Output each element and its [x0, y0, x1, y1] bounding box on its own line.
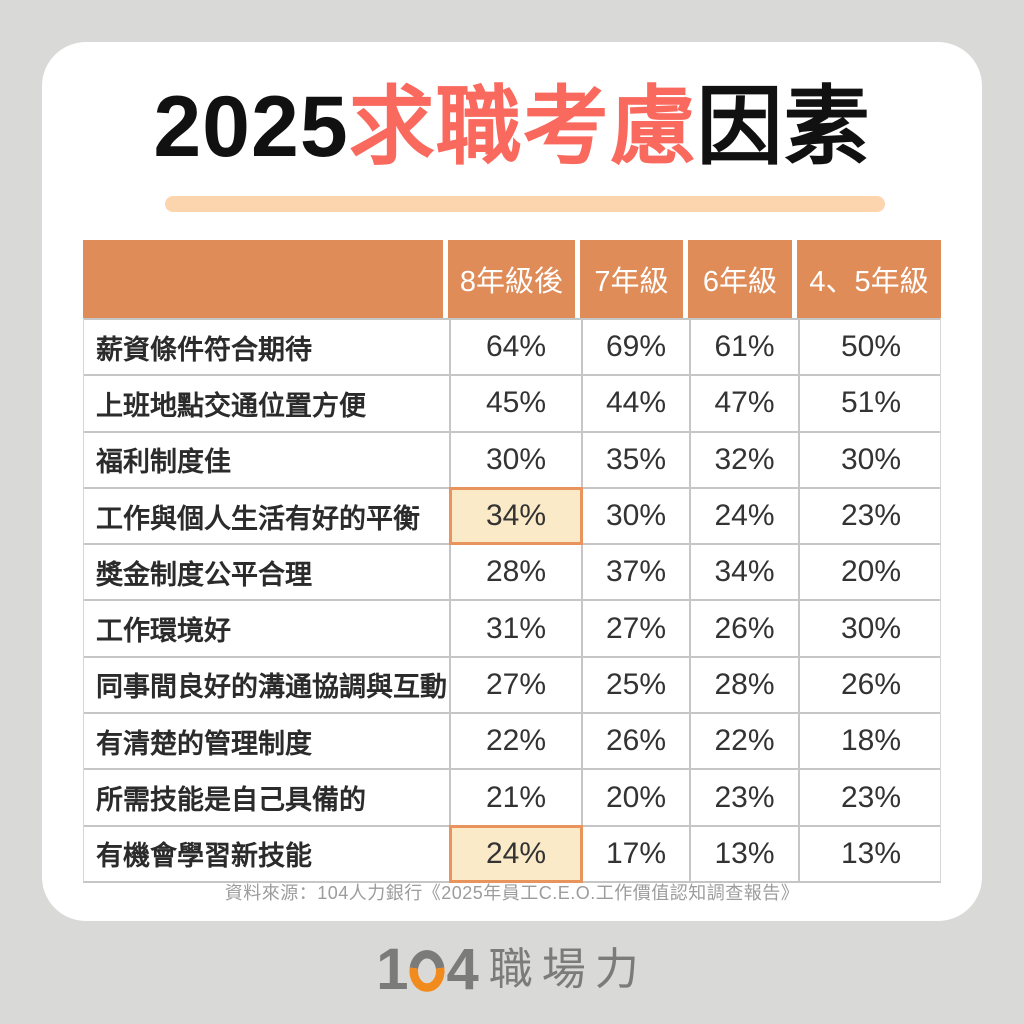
logo-digit-4: 4: [446, 937, 479, 1002]
value-cell-highlighted: 34%: [449, 486, 583, 546]
logo-wordmark: 職場力: [488, 945, 648, 994]
column-header: 7年級: [580, 240, 688, 318]
value-cell: 69%: [581, 320, 689, 375]
table-header: 8年級後 7年級 6年級 4、5年級: [83, 240, 941, 318]
source-note: 資料來源：104人力銀行《2025年員工C.E.O.工作價值認知調查報告》: [224, 883, 800, 903]
table-row: 所需技能是自己具備的 21% 20% 23% 23%: [84, 768, 942, 825]
value-cell: 13%: [798, 826, 942, 881]
value-cell: 23%: [798, 488, 942, 544]
value-cell: 23%: [798, 770, 942, 825]
value-cell: 28%: [449, 545, 581, 600]
row-label: 有清楚的管理制度: [96, 728, 312, 759]
value-cell: 26%: [689, 601, 798, 656]
value-cell: 28%: [689, 657, 798, 713]
table-body: 薪資條件符合期待 64% 69% 61% 50% 上班地點交通位置方便 45% 44% 47% 5…: [83, 318, 942, 884]
value-cell: 20%: [581, 770, 689, 825]
table-row: 工作環境好 31% 27% 26% 30%: [84, 599, 942, 656]
column-header: 4、5年級: [797, 240, 941, 318]
value-cell: 20%: [798, 545, 942, 600]
value-cell: 35%: [581, 432, 689, 487]
data-table: 8年級後 7年級 6年級 4、5年級 薪資條件符合期待 64% 69% 61% 50% 上班地點…: [83, 240, 942, 884]
table-row: 福利制度佳 30% 35% 32% 30%: [84, 430, 942, 487]
value-cell: 44%: [581, 376, 689, 431]
value-cell: 22%: [449, 714, 581, 769]
row-label: 上班地點交通位置方便: [96, 390, 366, 421]
value-cell: 45%: [449, 376, 581, 431]
logo-zero-ring-icon: [408, 950, 445, 992]
value-cell: 22%: [689, 714, 798, 769]
value-cell: 30%: [449, 432, 581, 487]
table-row: 同事間良好的溝通協調與互動 27% 25% 28% 26%: [84, 655, 942, 713]
title-underline-bar: [165, 196, 885, 212]
column-header: 6年級: [688, 240, 797, 318]
title-highlight: 求職考慮: [348, 79, 697, 175]
title-prefix: 2025: [153, 79, 349, 175]
footer-logo: 1 4 職場力: [0, 941, 1024, 999]
value-cell: 21%: [449, 770, 581, 825]
value-cell: 26%: [798, 657, 942, 713]
value-cell: 61%: [689, 320, 798, 375]
value-cell: 17%: [581, 826, 689, 881]
table-row: 有機會學習新技能 24% 17% 13% 13%: [84, 824, 942, 884]
row-label: 同事間良好的溝通協調與互動: [96, 672, 447, 703]
row-label: 薪資條件符合期待: [96, 334, 312, 365]
value-cell: 32%: [689, 432, 798, 487]
value-cell: 34%: [689, 545, 798, 600]
row-label: 獎金制度公平合理: [96, 559, 312, 590]
row-label: 工作與個人生活有好的平衡: [96, 503, 420, 534]
value-cell: 26%: [581, 714, 689, 769]
row-label: 工作環境好: [96, 616, 231, 647]
page-title: 2025求職考慮因素: [42, 76, 982, 179]
value-cell: 27%: [449, 657, 581, 713]
value-cell: 30%: [798, 432, 942, 487]
corner-header-cell: [83, 240, 448, 318]
table-row: 獎金制度公平合理 28% 37% 34% 20%: [84, 543, 942, 600]
column-header: 8年級後: [448, 240, 580, 318]
value-cell: 31%: [449, 601, 581, 656]
row-label: 所需技能是自己具備的: [96, 785, 366, 816]
value-cell: 27%: [581, 601, 689, 656]
value-cell: 50%: [798, 320, 942, 375]
table-row: 有清楚的管理制度 22% 26% 22% 18%: [84, 712, 942, 769]
value-cell: 30%: [581, 488, 689, 544]
logo-digit-1: 1: [376, 937, 408, 1002]
table-row: 上班地點交通位置方便 45% 44% 47% 51%: [84, 374, 942, 431]
row-label: 有機會學習新技能: [96, 841, 312, 872]
title-suffix: 因素: [696, 79, 871, 175]
value-cell: 30%: [798, 601, 942, 656]
value-cell: 25%: [581, 657, 689, 713]
value-cell: 37%: [581, 545, 689, 600]
value-cell: 24%: [689, 488, 798, 544]
value-cell-highlighted: 24%: [449, 824, 583, 884]
value-cell: 18%: [798, 714, 942, 769]
value-cell: 47%: [689, 376, 798, 431]
value-cell: 64%: [449, 320, 581, 375]
value-cell: 23%: [689, 770, 798, 825]
row-label: 福利制度佳: [96, 447, 231, 478]
value-cell: 51%: [798, 376, 942, 431]
content-card: 2025求職考慮因素 8年級後 7年級 6年級 4、5年級 薪資條件符合期待 64% 69…: [42, 42, 982, 921]
table-row: 薪資條件符合期待 64% 69% 61% 50%: [84, 318, 942, 375]
table-row: 工作與個人生活有好的平衡 34% 30% 24% 23%: [84, 486, 942, 546]
value-cell: 13%: [689, 826, 798, 881]
